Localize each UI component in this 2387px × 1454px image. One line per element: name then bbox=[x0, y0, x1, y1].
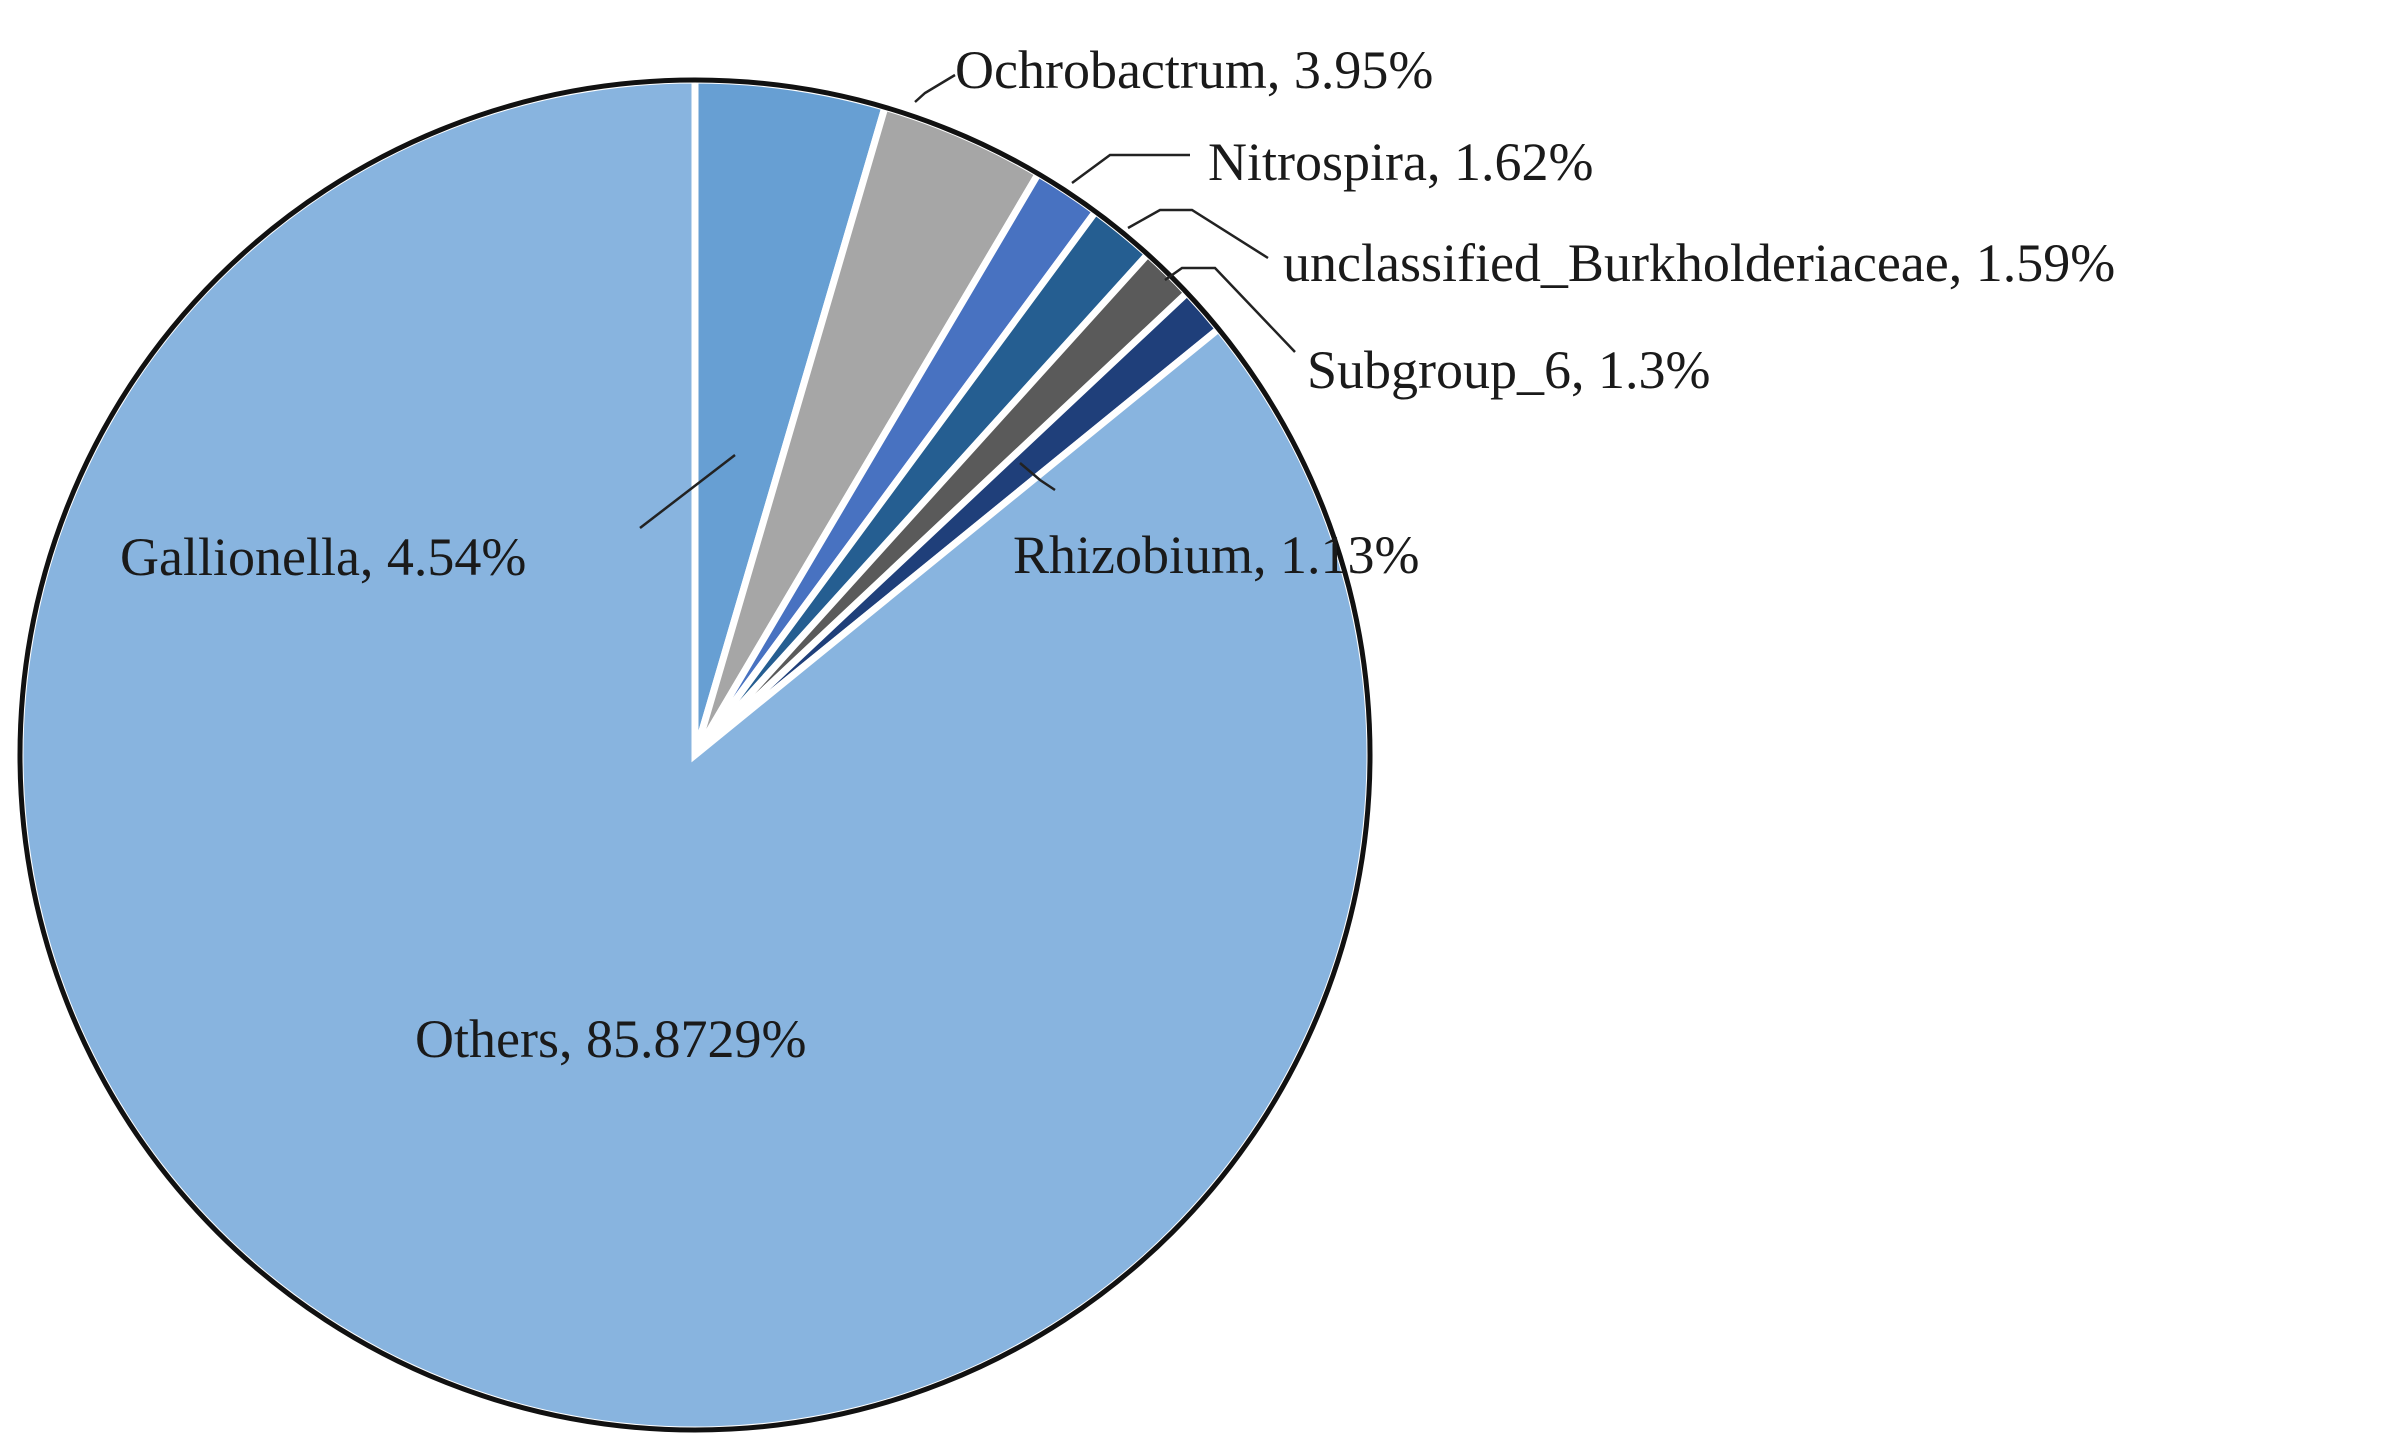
label-rhizobium: Rhizobium, 1.13% bbox=[1013, 525, 1419, 585]
pie-outline bbox=[17, 77, 1373, 1433]
leader-unclassified-burkholderiaceae bbox=[1127, 208, 1269, 260]
slice-labels: Gallionella, 4.54% Ochrobactrum, 3.95% N… bbox=[120, 40, 2115, 1069]
leader-subgroup-6 bbox=[1164, 266, 1296, 353]
label-unclassified-burkholderiaceae: unclassified_Burkholderiaceae, 1.59% bbox=[1283, 233, 2115, 293]
label-nitrospira: Nitrospira, 1.62% bbox=[1208, 132, 1593, 192]
leader-rhizobium bbox=[1019, 462, 1056, 492]
label-gallionella: Gallionella, 4.54% bbox=[120, 527, 526, 587]
leader-nitrospira bbox=[1071, 153, 1190, 185]
leader-gallionella bbox=[639, 454, 736, 529]
label-subgroup-6: Subgroup_6, 1.3% bbox=[1307, 340, 1711, 400]
leader-ochrobactrum bbox=[914, 73, 956, 103]
label-others: Others, 85.8729% bbox=[415, 1009, 806, 1069]
label-ochrobactrum: Ochrobactrum, 3.95% bbox=[955, 40, 1433, 100]
leader-lines bbox=[639, 73, 1296, 529]
pie-slices bbox=[16, 76, 1374, 1434]
